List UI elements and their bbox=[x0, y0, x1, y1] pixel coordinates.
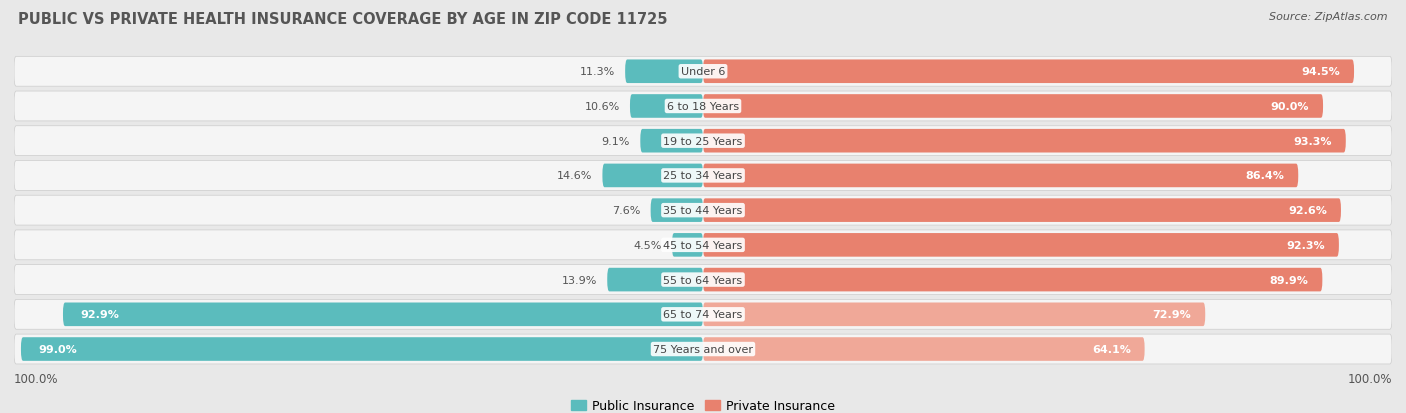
FancyBboxPatch shape bbox=[14, 126, 1392, 156]
Text: Source: ZipAtlas.com: Source: ZipAtlas.com bbox=[1270, 12, 1388, 22]
Text: 92.6%: 92.6% bbox=[1288, 206, 1327, 216]
Text: 13.9%: 13.9% bbox=[561, 275, 598, 285]
FancyBboxPatch shape bbox=[21, 337, 703, 361]
FancyBboxPatch shape bbox=[14, 334, 1392, 364]
FancyBboxPatch shape bbox=[14, 161, 1392, 191]
Text: 11.3%: 11.3% bbox=[579, 67, 614, 77]
FancyBboxPatch shape bbox=[703, 199, 1341, 223]
FancyBboxPatch shape bbox=[14, 300, 1392, 330]
Text: 94.5%: 94.5% bbox=[1302, 67, 1340, 77]
Text: 86.4%: 86.4% bbox=[1246, 171, 1285, 181]
Text: 100.0%: 100.0% bbox=[1347, 372, 1392, 385]
Text: 14.6%: 14.6% bbox=[557, 171, 592, 181]
FancyBboxPatch shape bbox=[602, 164, 703, 188]
FancyBboxPatch shape bbox=[626, 60, 703, 84]
FancyBboxPatch shape bbox=[703, 95, 1323, 119]
FancyBboxPatch shape bbox=[672, 233, 703, 257]
Text: 90.0%: 90.0% bbox=[1271, 102, 1309, 112]
Text: 93.3%: 93.3% bbox=[1294, 136, 1331, 146]
Text: 10.6%: 10.6% bbox=[585, 102, 620, 112]
Text: 6 to 18 Years: 6 to 18 Years bbox=[666, 102, 740, 112]
Text: 75 Years and over: 75 Years and over bbox=[652, 344, 754, 354]
FancyBboxPatch shape bbox=[703, 337, 1144, 361]
FancyBboxPatch shape bbox=[14, 92, 1392, 121]
Text: 72.9%: 72.9% bbox=[1153, 310, 1191, 320]
FancyBboxPatch shape bbox=[703, 303, 1205, 326]
Text: 99.0%: 99.0% bbox=[38, 344, 77, 354]
FancyBboxPatch shape bbox=[651, 199, 703, 223]
Text: 4.5%: 4.5% bbox=[633, 240, 662, 250]
Text: 45 to 54 Years: 45 to 54 Years bbox=[664, 240, 742, 250]
Text: 25 to 34 Years: 25 to 34 Years bbox=[664, 171, 742, 181]
FancyBboxPatch shape bbox=[14, 196, 1392, 225]
Text: PUBLIC VS PRIVATE HEALTH INSURANCE COVERAGE BY AGE IN ZIP CODE 11725: PUBLIC VS PRIVATE HEALTH INSURANCE COVER… bbox=[18, 12, 668, 27]
Text: 9.1%: 9.1% bbox=[602, 136, 630, 146]
Text: 100.0%: 100.0% bbox=[14, 372, 59, 385]
Legend: Public Insurance, Private Insurance: Public Insurance, Private Insurance bbox=[567, 394, 839, 413]
FancyBboxPatch shape bbox=[630, 95, 703, 119]
Text: 65 to 74 Years: 65 to 74 Years bbox=[664, 310, 742, 320]
FancyBboxPatch shape bbox=[703, 60, 1354, 84]
FancyBboxPatch shape bbox=[14, 265, 1392, 295]
Text: 55 to 64 Years: 55 to 64 Years bbox=[664, 275, 742, 285]
FancyBboxPatch shape bbox=[14, 57, 1392, 87]
Text: 89.9%: 89.9% bbox=[1270, 275, 1309, 285]
Text: 35 to 44 Years: 35 to 44 Years bbox=[664, 206, 742, 216]
FancyBboxPatch shape bbox=[703, 130, 1346, 153]
FancyBboxPatch shape bbox=[640, 130, 703, 153]
Text: 64.1%: 64.1% bbox=[1092, 344, 1130, 354]
Text: 7.6%: 7.6% bbox=[612, 206, 640, 216]
FancyBboxPatch shape bbox=[703, 164, 1298, 188]
FancyBboxPatch shape bbox=[14, 230, 1392, 260]
FancyBboxPatch shape bbox=[703, 233, 1339, 257]
FancyBboxPatch shape bbox=[607, 268, 703, 292]
Text: 19 to 25 Years: 19 to 25 Years bbox=[664, 136, 742, 146]
Text: 92.9%: 92.9% bbox=[80, 310, 120, 320]
Text: Under 6: Under 6 bbox=[681, 67, 725, 77]
FancyBboxPatch shape bbox=[63, 303, 703, 326]
FancyBboxPatch shape bbox=[703, 268, 1323, 292]
Text: 92.3%: 92.3% bbox=[1286, 240, 1324, 250]
